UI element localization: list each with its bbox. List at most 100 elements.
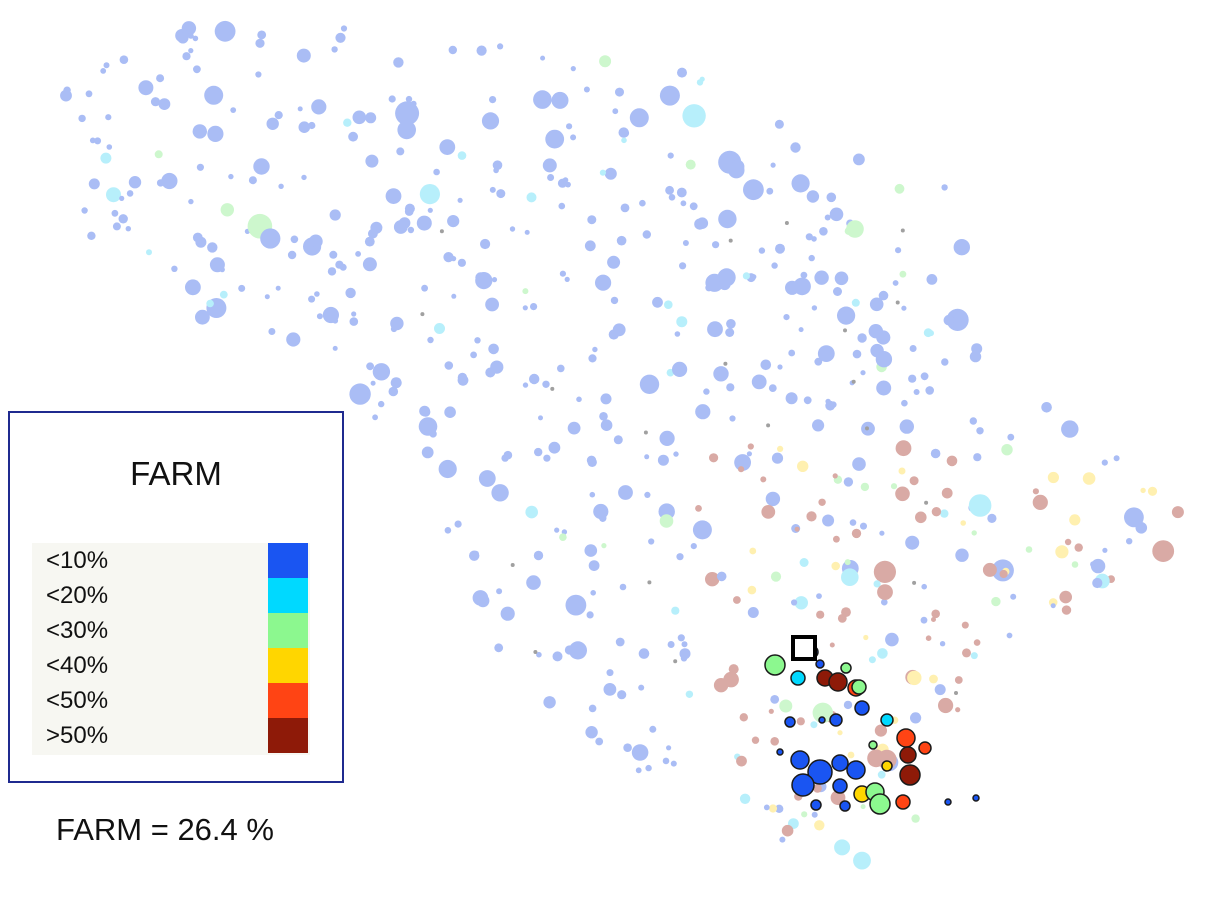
map-point: [238, 284, 246, 292]
map-point: [617, 690, 627, 700]
map-point: [595, 274, 612, 291]
selected-location-marker[interactable]: [791, 635, 817, 661]
map-point: [438, 459, 457, 479]
map-point: [177, 32, 189, 44]
map-point: [275, 285, 281, 291]
map-point: [673, 659, 678, 664]
map-point: [533, 650, 538, 654]
map-point: [327, 267, 337, 276]
map-point: [364, 236, 375, 247]
map-point: [847, 751, 855, 759]
map-point: [929, 674, 938, 684]
highlighted-point: [840, 662, 852, 674]
map-point: [659, 430, 675, 446]
map-point: [909, 476, 919, 486]
map-point: [94, 137, 102, 145]
map-point: [665, 185, 674, 195]
map-point: [228, 173, 234, 180]
map-point: [427, 207, 433, 213]
map-point: [811, 811, 818, 818]
map-point: [860, 482, 870, 492]
map-point: [923, 328, 933, 338]
map-point: [497, 43, 504, 50]
map-point: [615, 87, 624, 97]
map-point: [806, 190, 820, 203]
map-point: [522, 288, 529, 295]
highlighted-point: [810, 799, 822, 811]
map-point: [718, 278, 731, 291]
map-point: [794, 596, 808, 610]
highlighted-point: [828, 672, 848, 692]
map-point: [910, 712, 922, 724]
highlighted-point: [776, 748, 784, 756]
map-point: [257, 30, 267, 40]
map-point: [812, 702, 833, 723]
map-point: [491, 484, 509, 502]
map-point: [329, 250, 338, 259]
map-point: [805, 233, 813, 241]
map-point: [587, 215, 597, 225]
highlighted-point: [791, 773, 815, 797]
map-point: [679, 262, 687, 270]
map-point: [912, 580, 917, 585]
map-point: [811, 305, 818, 311]
map-point: [496, 588, 503, 595]
map-point: [1041, 402, 1052, 413]
map-point: [676, 553, 684, 561]
map-point: [831, 561, 840, 571]
map-point: [525, 505, 538, 519]
map-point: [728, 162, 745, 179]
map-point: [817, 345, 835, 362]
map-point: [707, 321, 723, 338]
map-point: [457, 374, 469, 386]
map-point: [900, 228, 905, 233]
highlighted-point: [807, 759, 833, 785]
map-point: [620, 203, 630, 213]
map-point: [128, 176, 142, 189]
map-point: [676, 187, 687, 198]
map-point: [785, 392, 798, 405]
legend-item: <20%: [32, 578, 310, 613]
map-point: [768, 384, 777, 392]
map-point: [818, 498, 826, 506]
map-point: [892, 280, 899, 286]
map-point: [895, 247, 902, 254]
map-point: [161, 172, 178, 190]
map-point: [751, 736, 760, 744]
map-point: [395, 101, 420, 126]
map-point: [444, 361, 454, 370]
map-point: [1007, 433, 1015, 441]
map-point: [405, 95, 413, 103]
map-point: [879, 530, 885, 536]
map-point: [940, 509, 949, 518]
map-point: [649, 725, 657, 733]
map-point: [297, 106, 303, 112]
map-point: [207, 125, 224, 142]
map-point: [679, 648, 691, 660]
map-point: [266, 117, 279, 130]
map-point: [588, 704, 597, 713]
map-point: [645, 764, 652, 772]
map-point: [1102, 547, 1108, 553]
map-point: [600, 393, 612, 405]
map-point: [119, 195, 125, 201]
map-point: [308, 295, 316, 303]
highlighted-point: [851, 679, 867, 695]
map-point: [709, 453, 719, 463]
map-point: [607, 255, 621, 269]
map-point: [733, 596, 741, 604]
map-point: [396, 147, 405, 156]
map-point: [716, 571, 727, 582]
legend: FARM <10% <20% <30% <40% <50% >50%: [8, 411, 344, 783]
map-point: [705, 273, 724, 292]
map-point: [909, 345, 917, 352]
map-point: [806, 511, 817, 522]
highlighted-point: [895, 794, 911, 810]
map-point: [652, 296, 663, 308]
map-point: [799, 558, 809, 567]
map-point: [610, 296, 619, 305]
highlighted-point: [839, 800, 851, 812]
map-point: [796, 717, 805, 726]
map-point: [448, 45, 457, 55]
map-point: [873, 580, 881, 588]
